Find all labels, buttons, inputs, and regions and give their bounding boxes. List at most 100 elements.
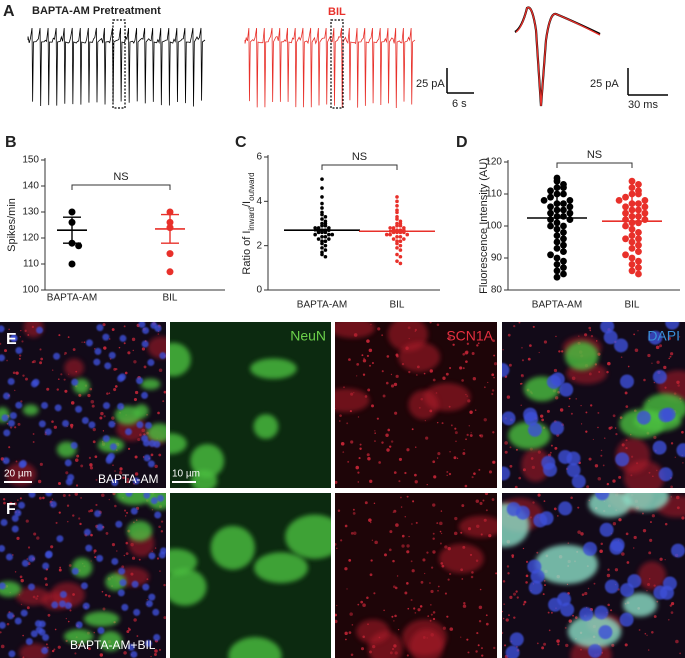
nucleus bbox=[509, 632, 524, 647]
nucleus bbox=[505, 645, 520, 658]
speckle bbox=[108, 498, 110, 501]
data-point bbox=[395, 223, 399, 228]
nucleus bbox=[502, 363, 510, 378]
data-point bbox=[75, 242, 83, 250]
speckle bbox=[26, 606, 30, 610]
speckle bbox=[633, 547, 635, 549]
speckle bbox=[387, 428, 391, 432]
speckle bbox=[357, 416, 360, 418]
speckle bbox=[624, 643, 628, 647]
speckle bbox=[398, 457, 403, 461]
speckle bbox=[515, 448, 518, 451]
speckle bbox=[618, 518, 622, 522]
nucleus bbox=[595, 493, 610, 501]
speckle bbox=[370, 521, 372, 524]
nucleus bbox=[558, 449, 573, 464]
y-tick-label: 100 bbox=[485, 221, 502, 232]
speckle bbox=[606, 573, 611, 578]
speckle bbox=[507, 572, 510, 575]
x-tick-label: BIL bbox=[624, 300, 639, 311]
soma-red bbox=[408, 390, 439, 420]
speckle bbox=[384, 553, 387, 557]
data-point bbox=[323, 254, 328, 259]
speckle bbox=[360, 647, 365, 651]
speckle bbox=[670, 442, 674, 445]
micrograph bbox=[502, 493, 685, 658]
trace bbox=[27, 27, 206, 107]
data-point bbox=[560, 206, 567, 214]
panel-label: B bbox=[5, 134, 17, 151]
speckle bbox=[603, 437, 606, 439]
speckle bbox=[374, 540, 378, 545]
speckle bbox=[509, 446, 512, 449]
speckle bbox=[94, 556, 97, 559]
speckle bbox=[72, 348, 76, 351]
nucleus bbox=[9, 412, 17, 420]
speckle bbox=[134, 455, 138, 459]
speckle bbox=[90, 399, 95, 404]
data-point bbox=[405, 232, 410, 237]
speckle bbox=[653, 381, 655, 384]
speckle bbox=[151, 509, 154, 511]
speckle bbox=[44, 577, 48, 581]
y-tick-label: 110 bbox=[486, 189, 502, 200]
nucleus bbox=[8, 650, 16, 658]
nucleus bbox=[96, 554, 104, 562]
speckle bbox=[87, 647, 91, 651]
speckle bbox=[102, 430, 105, 432]
speckle bbox=[378, 461, 381, 464]
data-point bbox=[635, 229, 642, 236]
speckle bbox=[77, 643, 81, 647]
nucleus bbox=[133, 608, 141, 616]
speckle bbox=[385, 381, 389, 385]
speckle bbox=[371, 404, 375, 408]
speckle bbox=[39, 348, 42, 351]
speckle bbox=[45, 643, 48, 646]
speckle bbox=[493, 362, 497, 366]
speckle bbox=[143, 365, 147, 369]
nucleus bbox=[28, 554, 36, 562]
speckle bbox=[91, 404, 95, 408]
speckle bbox=[46, 646, 49, 649]
scale-bar-label: 30 ms bbox=[628, 99, 658, 111]
speckle bbox=[17, 499, 19, 501]
speckle bbox=[466, 638, 469, 641]
micrograph-content bbox=[170, 342, 297, 488]
speckle bbox=[395, 523, 399, 527]
micrograph-content bbox=[502, 322, 685, 488]
speckle bbox=[484, 386, 486, 389]
speckle bbox=[410, 560, 413, 563]
nucleus bbox=[42, 633, 50, 641]
soma-green bbox=[250, 358, 297, 379]
speckle bbox=[366, 596, 369, 600]
nucleus bbox=[506, 502, 521, 517]
speckle bbox=[468, 425, 471, 427]
speckle bbox=[57, 378, 60, 381]
speckle bbox=[125, 552, 129, 556]
speckle bbox=[607, 603, 610, 607]
nucleus bbox=[132, 477, 140, 485]
speckle bbox=[432, 460, 436, 464]
speckle bbox=[352, 508, 355, 511]
speckle bbox=[359, 443, 362, 446]
nucleus bbox=[119, 579, 127, 587]
speckle bbox=[57, 645, 61, 649]
speckle bbox=[342, 451, 345, 453]
nucleus bbox=[41, 401, 49, 409]
data-point bbox=[398, 243, 403, 248]
speckle bbox=[25, 519, 29, 523]
speckle bbox=[404, 591, 408, 595]
data-point bbox=[635, 213, 642, 220]
data-point bbox=[641, 197, 649, 204]
nucleus bbox=[124, 428, 132, 436]
data-point bbox=[615, 197, 623, 204]
speckle bbox=[643, 378, 646, 382]
y-tick-label: 2 bbox=[256, 240, 262, 251]
nucleus bbox=[141, 434, 149, 442]
nucleus bbox=[71, 567, 79, 575]
speckle bbox=[69, 609, 72, 612]
speckle bbox=[62, 494, 66, 498]
scale-bar-label: 25 pA bbox=[416, 78, 445, 90]
nucleus bbox=[153, 634, 161, 642]
speckle bbox=[606, 482, 610, 486]
